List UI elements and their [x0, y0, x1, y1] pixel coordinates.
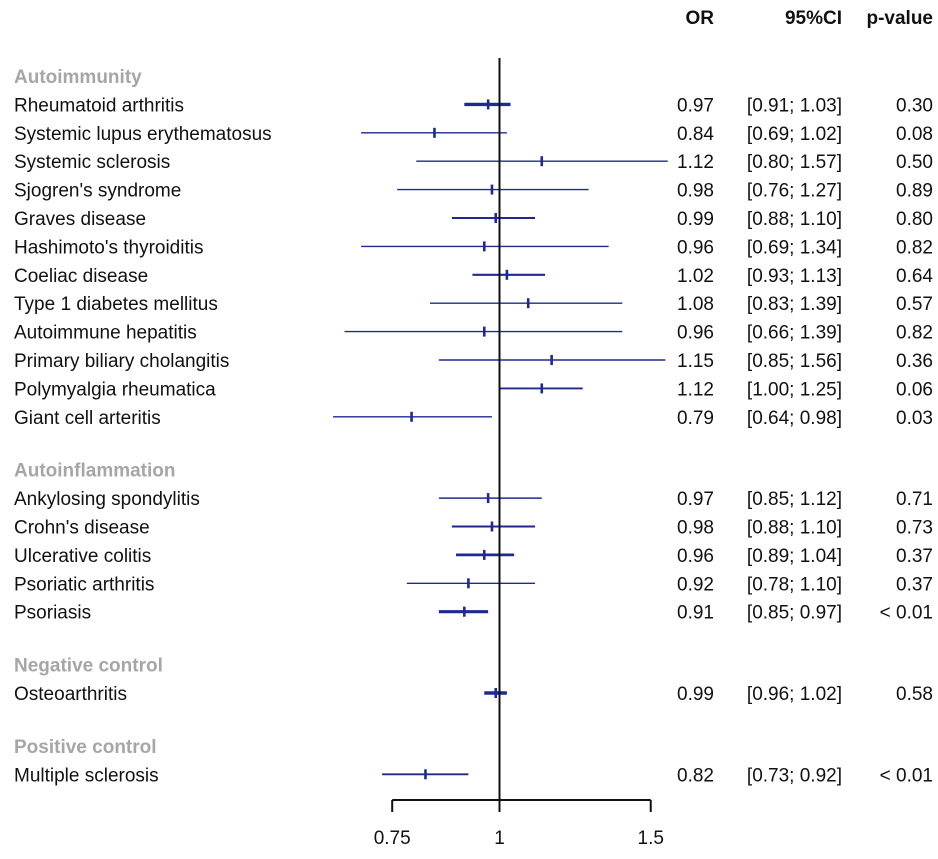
ci-value: [0.88; 1.10]	[747, 209, 842, 230]
or-value: 0.91	[677, 603, 714, 624]
row-label: Osteoarthritis	[14, 684, 127, 705]
ci-value: [0.69; 1.34]	[747, 237, 842, 258]
row-label: Systemic lupus erythematosus	[14, 124, 272, 145]
or-value: 1.12	[677, 152, 714, 173]
or-value: 1.15	[677, 351, 714, 372]
ci-value: [0.85; 1.12]	[747, 489, 842, 510]
or-value: 0.96	[677, 237, 714, 258]
or-value: 0.97	[677, 489, 714, 510]
row-label: Systemic sclerosis	[14, 152, 170, 173]
row-label: Graves disease	[14, 209, 146, 230]
ci-value: [0.93; 1.13]	[747, 266, 842, 287]
row-label: Giant cell arteritis	[14, 408, 161, 429]
or-value: 0.79	[677, 408, 714, 429]
ci-value: [0.85; 0.97]	[747, 603, 842, 624]
ci-value: [0.73; 0.92]	[747, 765, 842, 786]
ci-value: [0.66; 1.39]	[747, 323, 842, 344]
or-value: 0.96	[677, 546, 714, 567]
ci-value: [0.83; 1.39]	[747, 294, 842, 315]
row-label: Ulcerative colitis	[14, 546, 151, 567]
or-value: 0.98	[677, 518, 714, 539]
row-label: Ankylosing spondylitis	[14, 489, 200, 510]
p-value: < 0.01	[880, 765, 933, 786]
x-axis: 0.75 1 1.5	[374, 58, 664, 849]
or-value: 1.08	[677, 294, 714, 315]
row-label: Polymyalgia rheumatica	[14, 379, 216, 400]
x-tick-label: 0.75	[374, 828, 411, 849]
or-value: 0.82	[677, 765, 714, 786]
or-value: 0.98	[677, 181, 714, 202]
p-value: 0.37	[896, 574, 933, 595]
row-label: Hashimoto's thyroiditis	[14, 237, 203, 258]
ci-value: [0.96; 1.02]	[747, 684, 842, 705]
ci-value: [0.91; 1.03]	[747, 95, 842, 116]
header-or: OR	[686, 8, 715, 29]
p-value: 0.37	[896, 546, 933, 567]
or-value: 0.96	[677, 323, 714, 344]
header-ci: 95%CI	[785, 8, 842, 29]
or-value: 0.84	[677, 124, 714, 145]
ci-value: [0.69; 1.02]	[747, 124, 842, 145]
or-value: 1.12	[677, 379, 714, 400]
forest-rows: Autoimmunity Autoinflammation Negative con…	[14, 67, 933, 786]
p-value: 0.08	[896, 124, 933, 145]
p-value: 0.64	[896, 266, 933, 287]
row-label: Psoriasis	[14, 603, 91, 624]
p-value: 0.57	[896, 294, 933, 315]
ci-value: [0.78; 1.10]	[747, 574, 842, 595]
row-label: Crohn's disease	[14, 518, 150, 539]
header-p-value: p-value	[866, 8, 933, 29]
p-value: 0.58	[896, 684, 933, 705]
or-value: 0.99	[677, 684, 714, 705]
ci-value: [0.85; 1.56]	[747, 351, 842, 372]
p-value: 0.06	[896, 379, 933, 400]
ci-value: [0.80; 1.57]	[747, 152, 842, 173]
group-label: Positive control	[14, 737, 157, 758]
p-value: 0.03	[896, 408, 933, 429]
ci-value: [0.64; 0.98]	[747, 408, 842, 429]
or-value: 1.02	[677, 266, 714, 287]
row-label: Autoimmune hepatitis	[14, 323, 197, 344]
ci-value: [0.89; 1.04]	[747, 546, 842, 567]
p-value: 0.82	[896, 323, 933, 344]
group-label: Negative control	[14, 656, 163, 677]
p-value: 0.89	[896, 181, 933, 202]
or-value: 0.92	[677, 574, 714, 595]
ci-value: [0.76; 1.27]	[747, 181, 842, 202]
p-value: 0.71	[896, 489, 933, 510]
p-value: 0.73	[896, 518, 933, 539]
x-tick-label: 1.5	[638, 828, 664, 849]
row-label: Type 1 diabetes mellitus	[14, 294, 218, 315]
p-value: < 0.01	[880, 603, 933, 624]
p-value: 0.30	[896, 95, 933, 116]
row-label: Psoriatic arthritis	[14, 574, 154, 595]
or-value: 0.99	[677, 209, 714, 230]
x-tick-label: 1	[494, 828, 505, 849]
row-label: Coeliac disease	[14, 266, 148, 287]
p-value: 0.80	[896, 209, 933, 230]
row-label: Multiple sclerosis	[14, 765, 159, 786]
group-label: Autoimmunity	[14, 67, 142, 88]
p-value: 0.36	[896, 351, 933, 372]
row-label: Primary biliary cholangitis	[14, 351, 229, 372]
p-value: 0.82	[896, 237, 933, 258]
ci-value: [0.88; 1.10]	[747, 518, 842, 539]
row-label: Rheumatoid arthritis	[14, 95, 184, 116]
group-label: Autoinflammation	[14, 461, 176, 482]
or-value: 0.97	[677, 95, 714, 116]
p-value: 0.50	[896, 152, 933, 173]
row-label: Sjogren's syndrome	[14, 181, 181, 202]
ci-value: [1.00; 1.25]	[747, 379, 842, 400]
